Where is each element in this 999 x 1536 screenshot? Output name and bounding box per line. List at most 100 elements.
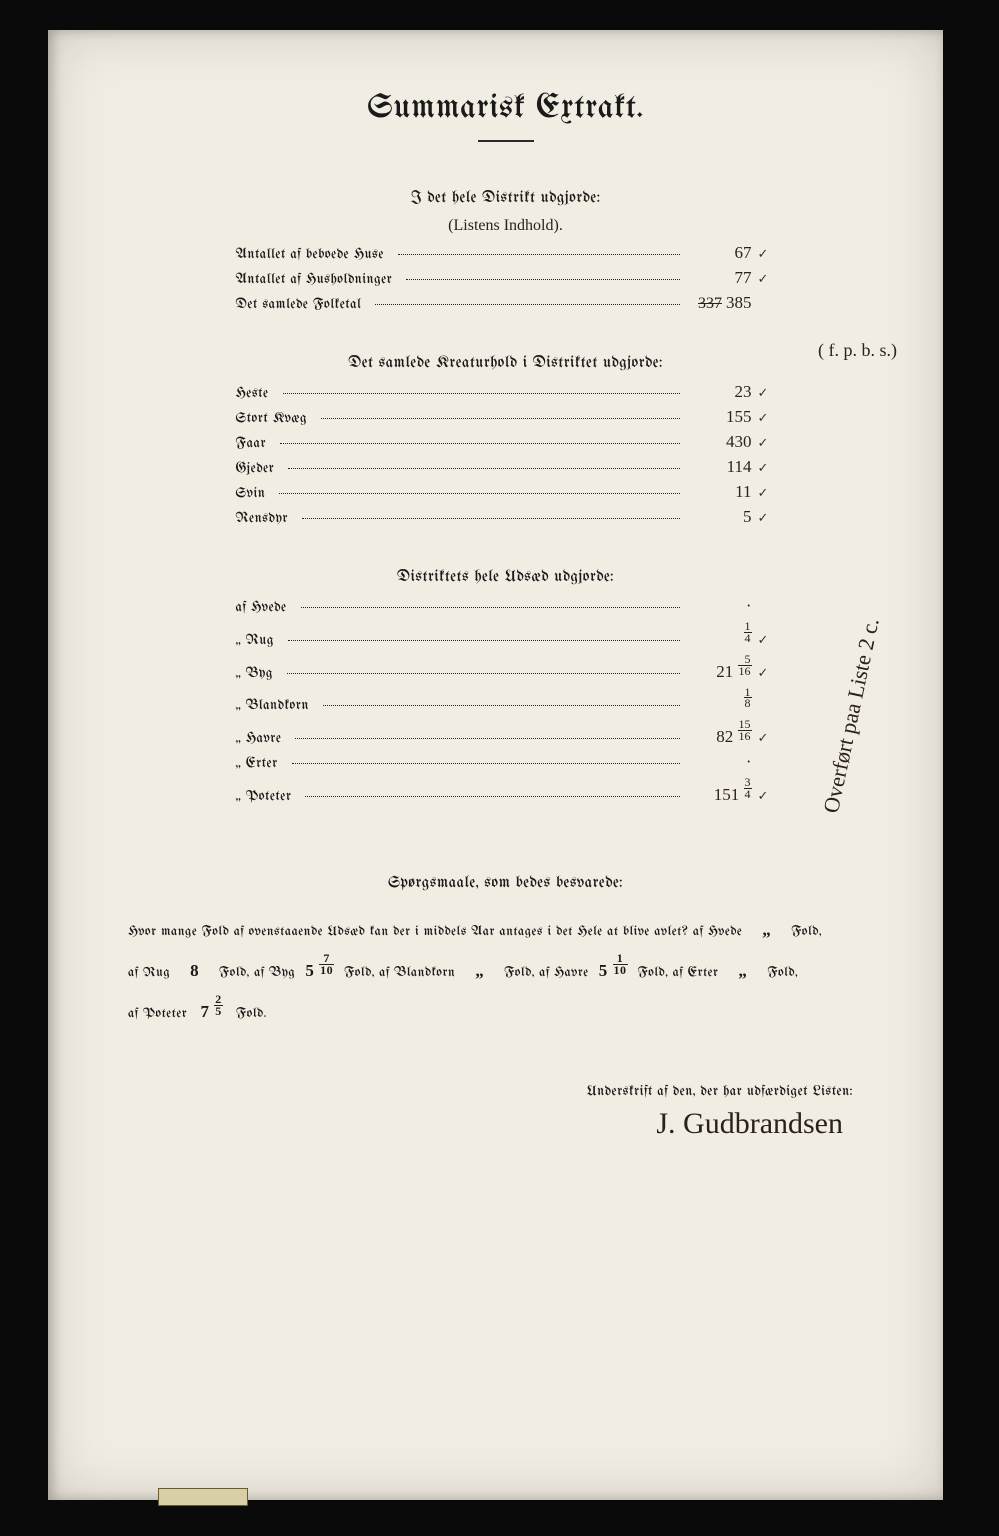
table-row: Faar430✓ <box>236 432 776 452</box>
leader-dots <box>375 304 679 305</box>
section1-rows: Antallet af beboede Huse 67 ✓ Antallet a… <box>236 243 776 313</box>
check-icon: ✓ <box>758 788 776 804</box>
row-label: af Hvede <box>236 600 293 615</box>
struck-value: 337 <box>698 295 722 312</box>
leader-dots <box>302 518 680 519</box>
table-row: Gjeder 114✓ <box>236 457 776 477</box>
check-icon: ✓ <box>758 385 776 401</box>
q-label: Fold, af Byg <box>219 966 295 980</box>
table-row: „ Havre 82 1516✓ <box>236 719 776 747</box>
leader-dots <box>283 393 680 394</box>
fold-havre: 5 110 <box>593 951 633 992</box>
leader-dots <box>287 673 680 674</box>
margin-note-fp: ( f. p. b. s.) <box>818 340 897 361</box>
section1-heading: I det hele Distrikt udgjorde: <box>128 190 883 207</box>
row-value: 114 <box>688 457 758 477</box>
fold-byg: 5 710 <box>300 951 340 992</box>
margin-note-vertical: Overført paa Liste 2 c. <box>818 616 885 816</box>
row-label: „ Poteter <box>236 789 298 804</box>
leader-dots <box>292 763 680 764</box>
check-icon: ✓ <box>758 632 776 648</box>
leader-dots <box>288 640 680 641</box>
section1-annotation: (Listens Indhold). <box>128 217 883 235</box>
leader-dots <box>288 468 679 469</box>
check-icon: ✓ <box>758 246 776 262</box>
row-value: 82 1516 <box>688 719 758 747</box>
table-row: „ Rug 14✓ <box>236 621 776 649</box>
check-icon: ✓ <box>758 271 776 287</box>
row-label: Det samlede Folketal <box>236 297 368 312</box>
check-icon: ✓ <box>758 510 776 526</box>
fold-erter: „ <box>723 951 763 992</box>
q-label: Fold, af Erter <box>638 966 719 980</box>
row-value: 151 34 <box>688 777 758 805</box>
table-row: „ Erter · <box>236 752 776 772</box>
leader-dots <box>321 418 679 419</box>
row-value: 23 <box>688 382 758 402</box>
row-label: Heste <box>236 386 275 401</box>
section3-heading: Distriktets hele Udsæd udgjorde: <box>128 569 883 586</box>
row-label: „ Havre <box>236 731 288 746</box>
row-label: Antallet af Husholdninger <box>236 272 399 287</box>
q-label: Fold, af Havre <box>504 966 589 980</box>
table-row: Svin11✓ <box>236 482 776 502</box>
row-label: Antallet af beboede Huse <box>236 247 390 262</box>
row-beboede-huse: Antallet af beboede Huse 67 ✓ <box>236 243 776 263</box>
page-tab <box>158 1488 248 1506</box>
row-label: „ Blandkorn <box>236 698 315 713</box>
leader-dots <box>323 705 680 706</box>
row-value: · <box>688 752 758 772</box>
section3-rows: af Hvede·„ Rug14✓„ Byg21 516✓„ Blandkorn… <box>236 596 776 805</box>
leader-dots <box>295 738 679 739</box>
row-value: 21 516 <box>688 654 758 682</box>
fold-hvede: „ <box>747 910 787 951</box>
table-row: Heste 23✓ <box>236 382 776 402</box>
questions-heading: Spørgsmaale, som bedes besvarede: <box>128 875 883 892</box>
row-label: „ Erter <box>236 756 284 771</box>
q-label: Fold, <box>767 966 798 980</box>
row-label: Rensdyr <box>236 511 294 526</box>
table-row: „ Poteter 151 34✓ <box>236 777 776 805</box>
check-icon: ✓ <box>758 460 776 476</box>
signature-label: Underskrift af den, der har udfærdiget L… <box>128 1084 853 1099</box>
check-icon: ✓ <box>758 730 776 746</box>
row-husholdninger: Antallet af Husholdninger 77 ✓ <box>236 268 776 288</box>
page-title: Summarisk Extrakt. <box>128 90 883 126</box>
row-value: 67 <box>688 243 758 263</box>
row-label: Stort Kvæg <box>236 411 314 426</box>
row-label: Gjeder <box>236 461 281 476</box>
row-label: „ Byg <box>236 666 279 681</box>
section2-heading: Det samlede Kreaturhold i Distriktet udg… <box>128 355 883 372</box>
row-value: 430 <box>688 432 758 452</box>
questions-section: Spørgsmaale, som bedes besvarede: Hvor m… <box>128 875 883 1032</box>
q-label: af Poteter <box>128 1007 187 1021</box>
row-value: 14 <box>688 621 758 649</box>
row-value: 155 <box>688 407 758 427</box>
row-value: 18 <box>688 687 758 715</box>
section2-rows: Heste23✓Stort Kvæg155✓Faar430✓Gjeder114✓… <box>236 382 776 527</box>
check-icon: ✓ <box>758 485 776 501</box>
row-value: 5 <box>688 507 758 527</box>
row-label: „ Rug <box>236 633 280 648</box>
leader-dots <box>280 443 679 444</box>
q-label: Fold, af Blandkorn <box>344 966 455 980</box>
document-page: Summarisk Extrakt. I det hele Distrikt u… <box>48 30 943 1500</box>
table-row: Rensdyr 5✓ <box>236 507 776 527</box>
q-label: af Rug <box>128 966 170 980</box>
fold-blandkorn: „ <box>460 951 500 992</box>
questions-body: Hvor mange Fold af ovenstaaende Udsæd ka… <box>128 910 883 1032</box>
table-row: Stort Kvæg155✓ <box>236 407 776 427</box>
leader-dots <box>398 254 680 255</box>
leader-dots <box>305 796 679 797</box>
row-value: 77 <box>688 268 758 288</box>
leader-dots <box>279 493 679 494</box>
q-label: Fold, <box>791 925 822 939</box>
table-row: af Hvede · <box>236 596 776 616</box>
check-icon: ✓ <box>758 435 776 451</box>
table-row: „ Blandkorn 18 <box>236 687 776 715</box>
row-folketal: Det samlede Folketal 337385 <box>236 293 776 313</box>
row-value: 337385 <box>688 293 758 313</box>
check-icon: ✓ <box>758 665 776 681</box>
q-text: Hvor mange Fold af ovenstaaende Udsæd ka… <box>128 925 742 939</box>
row-value: · <box>688 596 758 616</box>
